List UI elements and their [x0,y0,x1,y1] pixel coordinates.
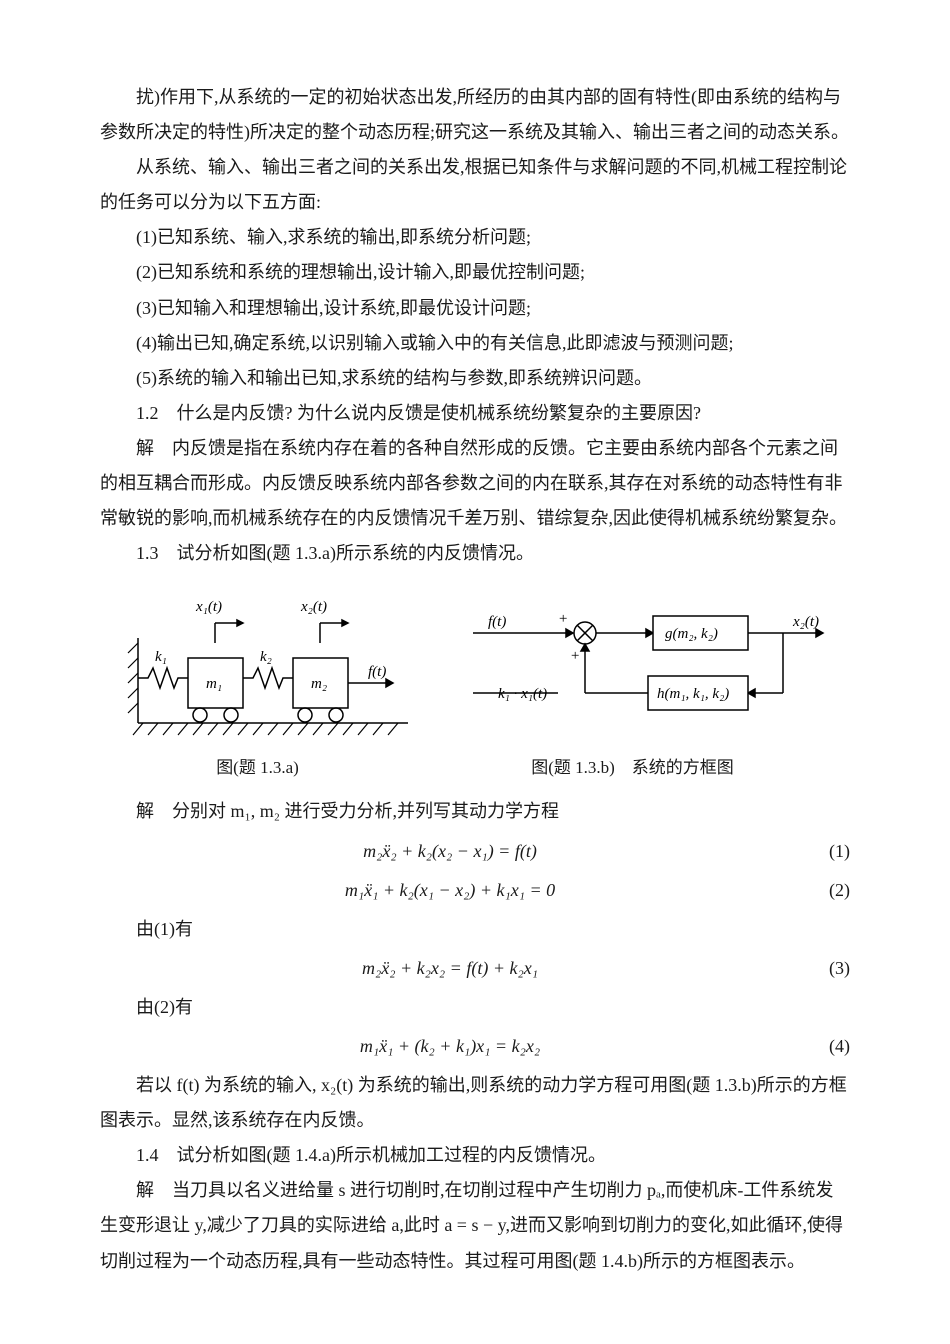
answer-1-2: 解 内反馈是指在系统内存在着的各种自然形成的反馈。它主要由系统内部各个元素之间的… [100,431,850,536]
equation-1: m₂ẍ₂ + k₂(x₂ − x₁) = f(t) [100,834,800,869]
equation-4-number: (4) [800,1029,850,1064]
fig-a-k1-label: k₁ [155,649,167,665]
fig-b-x2-label: x₂(t) [792,614,819,630]
equation-3: m₂ẍ₂ + k₂x₂ = f(t) + k₂x₁ [100,951,800,986]
equation-4-row: m₁ẍ₁ + (k₂ + k₁)x₁ = k₂x₂ (4) [100,1029,850,1064]
fig-a-x2-label: x₂(t) [300,599,327,615]
equation-1-row: m₂ẍ₂ + k₂(x₂ − x₁) = f(t) (1) [100,834,850,869]
intro-paragraph-1: 扰)作用下,从系统的一定的初始状态出发,所经历的由其内部的固有特性(即由系统的结… [100,80,850,150]
fig-a-m2-label: m₂ [311,676,327,692]
equation-1-number: (1) [800,834,850,869]
question-1-3-title: 1.3 试分析如图(题 1.3.a)所示系统的内反馈情况。 [100,536,850,571]
equation-2: m₁ẍ₁ + k₂(x₁ − x₂) + k₁x₁ = 0 [100,873,800,908]
equation-2-number: (2) [800,873,850,908]
fig-a-m1-label: m₁ [206,676,222,692]
question-1-2-title: 1.2 什么是内反馈? 为什么说内反馈是使机械系统纷繁复杂的主要原因? [100,396,850,431]
list-item-1: (1)已知系统、输入,求系统的输出,即系统分析问题; [100,220,850,255]
equation-2-row: m₁ẍ₁ + k₂(x₁ − x₂) + k₁x₁ = 0 (2) [100,873,850,908]
fig-a-f-label: f(t) [368,664,386,680]
fig-a-k2-label: k₂ [260,649,272,665]
equation-3-row: m₂ẍ₂ + k₂x₂ = f(t) + k₂x₁ (3) [100,951,850,986]
intro-paragraph-2: 从系统、输入、输出三者之间的关系出发,根据已知条件与求解问题的不同,机械工程控制… [100,150,850,220]
fig-b-left-label: k₁ · x₁(t) [498,686,547,702]
solution-1-3-end: 若以 f(t) 为系统的输入, x₂(t) 为系统的输出,则系统的动力学方程可用… [100,1068,850,1138]
question-1-4-title: 1.4 试分析如图(题 1.4.a)所示机械加工过程的内反馈情况。 [100,1138,850,1173]
list-item-3: (3)已知输入和理想输出,设计系统,即最优设计问题; [100,291,850,326]
fig-b-plus-side: + [570,648,580,664]
from-1-text: 由(1)有 [100,912,850,947]
fig-a-x1-label: x₁(t) [195,599,222,615]
equation-4: m₁ẍ₁ + (k₂ + k₁)x₁ = k₂x₂ [100,1029,800,1064]
figure-1-3-a: x₁(t) x₂(t) k₁ k₂ m₁ m₂ f(t) [118,583,428,743]
answer-1-4: 解 当刀具以名义进给量 s 进行切削时,在切削过程中产生切削力 pₐ,而使机床-… [100,1173,850,1278]
equation-3-number: (3) [800,951,850,986]
caption-1-3-b: 图(题 1.3.b) 系统的方框图 [531,751,734,784]
fig-b-h-label: h(m₁, k₁, k₂) [657,686,729,702]
fig-b-plus-top: + [558,611,568,627]
from-2-text: 由(2)有 [100,990,850,1025]
list-item-4: (4)输出已知,确定系统,以识别输入或输入中的有关信息,此即滤波与预测问题; [100,326,850,361]
figure-1-3-b: f(t) + + g(m₂, k₂) h(m₁, k₁, k₂) x₂(t) k… [463,598,833,728]
fig-b-f-label: f(t) [488,614,506,630]
caption-1-3-a: 图(题 1.3.a) [216,751,299,784]
fig-b-g-label: g(m₂, k₂) [665,626,718,642]
solution-1-3-lead: 解 分别对 m₁, m₂ 进行受力分析,并列写其动力学方程 [100,794,850,829]
list-item-5: (5)系统的输入和输出已知,求系统的结构与参数,即系统辨识问题。 [100,361,850,396]
figures-row: x₁(t) x₂(t) k₁ k₂ m₁ m₂ f(t) [100,583,850,743]
list-item-2: (2)已知系统和系统的理想输出,设计输入,即最优控制问题; [100,255,850,290]
